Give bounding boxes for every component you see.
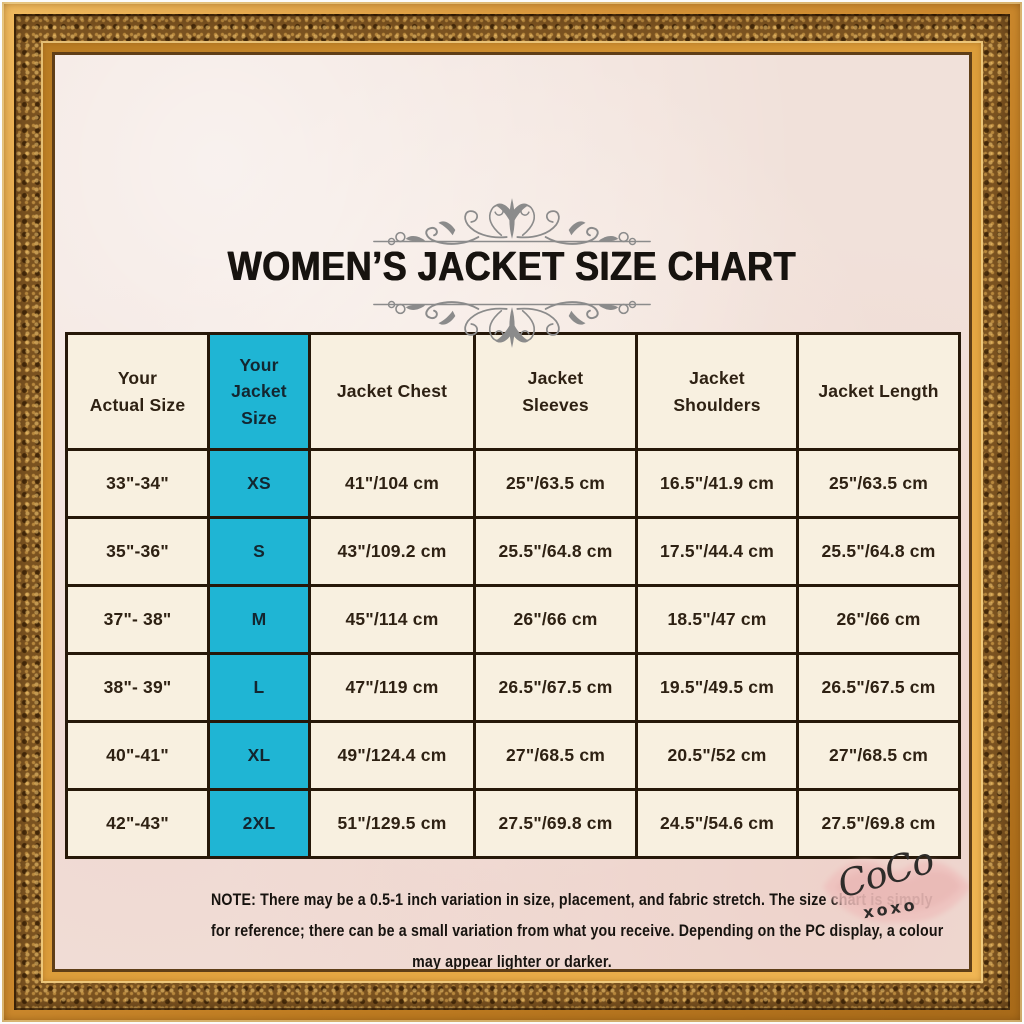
brand-logo: CoCo xoxo <box>811 833 969 945</box>
measurement-cell: 41"/104 cm <box>308 448 476 519</box>
jacket-size-cell: XS <box>207 448 311 519</box>
measurement-cell: 16.5"/41.9 cm <box>635 448 799 519</box>
measurement-cell: 43"/109.2 cm <box>308 516 476 587</box>
measurement-cell: 26"/66 cm <box>473 584 638 655</box>
page-title-text: WOMEN’S JACKET SIZE CHART <box>227 243 797 289</box>
measurement-cell: 26.5"/67.5 cm <box>796 652 961 723</box>
jacket-size-cell: S <box>207 516 311 587</box>
column-header: Jacket Shoulders <box>635 332 799 451</box>
measurement-cell: 33"-34" <box>65 448 210 519</box>
measurement-cell: 37"- 38" <box>65 584 210 655</box>
measurement-cell: 25"/63.5 cm <box>473 448 638 519</box>
table-row: 42"-43" 2XL 51"/129.5 cm 27.5"/69.8 cm 24.5"… <box>65 788 961 859</box>
measurement-cell: 38"- 39" <box>65 652 210 723</box>
measurement-cell: 35"-36" <box>65 516 210 587</box>
measurement-cell: 26"/66 cm <box>796 584 961 655</box>
measurement-cell: 19.5"/49.5 cm <box>635 652 799 723</box>
measurement-cell: 49"/124.4 cm <box>308 720 476 791</box>
table-row: 40"-41" XL 49"/124.4 cm 27"/68.5 cm 20.5"/52… <box>65 720 961 791</box>
measurement-cell: 25.5"/64.8 cm <box>796 516 961 587</box>
measurement-cell: 17.5"/44.4 cm <box>635 516 799 587</box>
note-line: may appear lighter or darker. <box>412 953 612 969</box>
measurement-cell: 47"/119 cm <box>308 652 476 723</box>
measurement-cell: 20.5"/52 cm <box>635 720 799 791</box>
ornament-top <box>362 191 662 253</box>
page-title: WOMEN’S JACKET SIZE CHART <box>55 243 969 290</box>
measurement-cell: 27.5"/69.8 cm <box>796 788 961 859</box>
measurement-cell: 40"-41" <box>65 720 210 791</box>
jacket-size-cell: 2XL <box>207 788 311 859</box>
jacket-size-cell: M <box>207 584 311 655</box>
measurement-cell: 25.5"/64.8 cm <box>473 516 638 587</box>
measurement-cell: 45"/114 cm <box>308 584 476 655</box>
column-header: Your Actual Size <box>65 332 210 451</box>
paper-background: WOMEN’S JACKET SIZE CHART <box>55 55 969 969</box>
column-header: Jacket Chest <box>308 332 476 451</box>
measurement-cell: 27"/68.5 cm <box>473 720 638 791</box>
jacket-size-cell: XL <box>207 720 311 791</box>
column-header: Jacket Sleeves <box>473 332 638 451</box>
header-row: Your Actual Size Your Jacket Size Jacket Ches… <box>65 332 961 451</box>
frame-inner-bevel: WOMEN’S JACKET SIZE CHART <box>41 41 983 983</box>
column-header: Your Jacket Size <box>207 332 311 451</box>
measurement-cell: 18.5"/47 cm <box>635 584 799 655</box>
frame-inner-shadow: WOMEN’S JACKET SIZE CHART <box>52 52 972 972</box>
lips-kiss-icon <box>823 861 969 923</box>
flourish-icon <box>373 300 651 348</box>
measurement-cell: 25"/63.5 cm <box>796 448 961 519</box>
measurement-cell: 27.5"/69.8 cm <box>473 788 638 859</box>
measurement-cell: 51"/129.5 cm <box>308 788 476 859</box>
measurement-cell: 24.5"/54.6 cm <box>635 788 799 859</box>
ornament-bottom <box>362 293 662 355</box>
note-line: NOTE: There may be a 0.5-1 inch variatio… <box>211 891 933 909</box>
table-row: 38"- 39" L 47"/119 cm 26.5"/67.5 cm 19.5"/49… <box>65 652 961 723</box>
note-line: for reference; there can be a small vari… <box>211 922 944 940</box>
measurement-cell: 27"/68.5 cm <box>796 720 961 791</box>
note-text: NOTE: There may be a 0.5-1 inch variatio… <box>162 885 944 969</box>
column-header: Jacket Length <box>796 332 961 451</box>
size-chart-table: Your Actual Size Your Jacket Size Jacket Ches… <box>65 332 961 859</box>
table-row: 35"-36" S 43"/109.2 cm 25.5"/64.8 cm 17.5"/4… <box>65 516 961 587</box>
frame-textured-band: WOMEN’S JACKET SIZE CHART <box>14 14 1010 1010</box>
jacket-size-cell: L <box>207 652 311 723</box>
table-row: 37"- 38" M 45"/114 cm 26"/66 cm 18.5"/47 cm 2… <box>65 584 961 655</box>
flourish-icon <box>373 198 651 246</box>
measurement-cell: 42"-43" <box>65 788 210 859</box>
measurement-cell: 26.5"/67.5 cm <box>473 652 638 723</box>
table-row: 33"-34" XS 41"/104 cm 25"/63.5 cm 16.5"/41.9… <box>65 448 961 519</box>
